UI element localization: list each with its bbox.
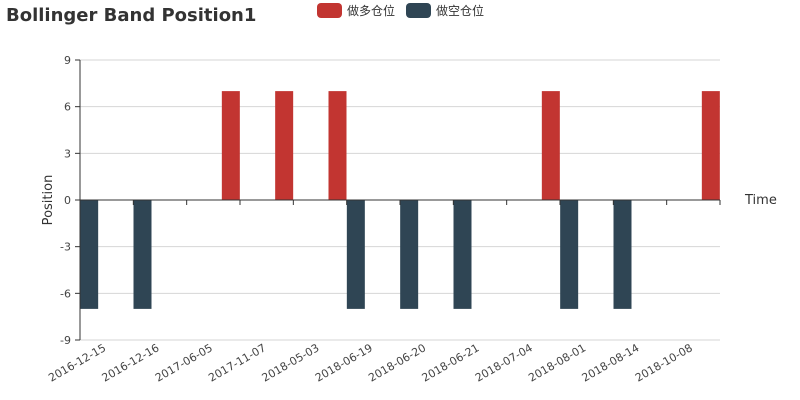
y-tick-label: -3 [60,241,71,254]
x-tick-label: 2016-12-16 [100,341,162,384]
legend-swatch[interactable] [406,3,431,18]
y-axis-label: Position [41,175,56,226]
x-tick-label: 2017-11-07 [206,341,268,384]
x-axis-label: Time [744,193,777,208]
bar[interactable] [701,91,720,200]
bars [80,91,720,309]
chart-title: Bollinger Band Position1 [6,5,256,26]
x-tick-label: 2018-05-03 [260,341,322,384]
x-tick-label: 2018-06-21 [420,341,482,384]
bar[interactable] [328,91,347,200]
legend-label[interactable]: 做空仓位 [436,3,484,18]
y-tick-label: -6 [60,287,71,300]
bar[interactable] [453,200,472,309]
bar[interactable] [541,91,560,200]
legend-label[interactable]: 做多仓位 [347,3,395,18]
y-tick-label: 6 [64,101,71,114]
bar[interactable] [275,91,294,200]
bar[interactable] [221,91,240,200]
bar[interactable] [80,200,99,309]
y-tick-label: 0 [64,194,71,207]
bar[interactable] [560,200,579,309]
bar[interactable] [613,200,632,309]
x-tick-label: 2016-12-15 [46,341,108,384]
x-tick-label: 2018-07-04 [473,341,535,384]
y-tick-label: 3 [64,147,71,160]
bar[interactable] [133,200,152,309]
y-tick-label: 9 [64,54,71,67]
legend-swatch[interactable] [317,3,342,18]
bar[interactable] [346,200,365,309]
x-tick-label: 2018-08-14 [580,341,642,384]
y-tick-label: -9 [60,334,71,347]
x-tick-label: 2017-06-05 [153,341,215,384]
x-tick-label: 2018-08-01 [526,341,588,384]
legend[interactable]: 做多仓位 做空仓位 [317,3,484,18]
x-tick-label: 2018-06-19 [313,341,375,384]
x-tick-label: 2018-10-08 [633,341,695,384]
x-tick-label: 2018-06-20 [366,341,428,384]
bar[interactable] [400,200,419,309]
grid-lines [80,59,720,341]
